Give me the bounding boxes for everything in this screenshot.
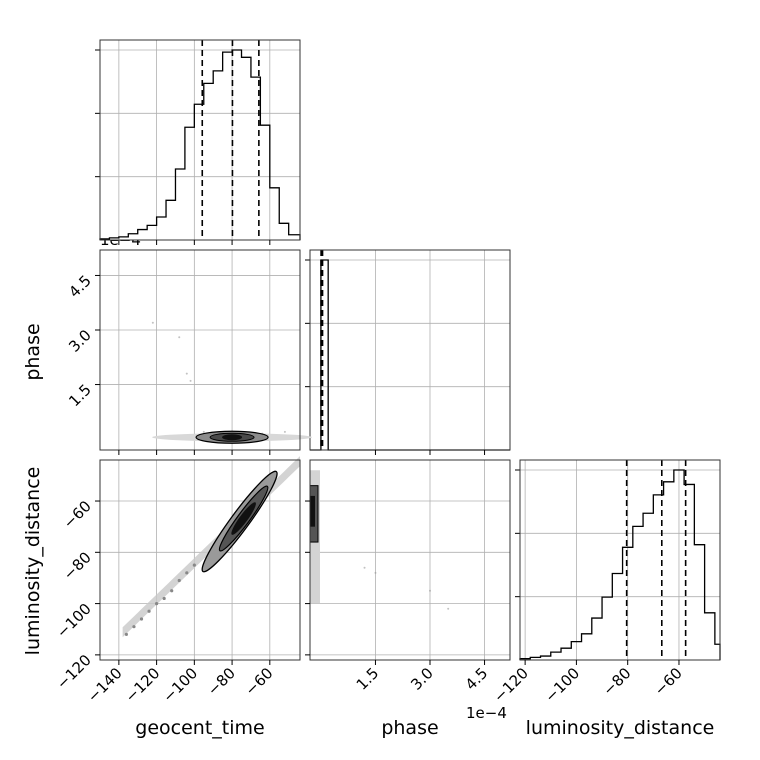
scatter-point-geocent-phase-0	[151, 321, 154, 324]
scatter-point-phase-lumdist-3	[447, 607, 450, 610]
ytick-label-geocent-phase-2: 4.5	[65, 272, 95, 302]
contour-inner-phase-lumdist	[310, 495, 315, 527]
scatter-point-geocent-lumdist-7	[177, 578, 181, 583]
panel-frame-phase-lumdist	[309, 459, 511, 661]
ytick-label-geocent-phase-0: 1.5	[65, 381, 95, 411]
panel-frame-hist-luminosity_distance	[519, 459, 721, 661]
scatter-point-geocent-phase-3	[189, 379, 192, 382]
scatter-point-geocent-lumdist-2	[139, 617, 144, 621]
xtick-label-hist-luminosity_distance-2: −80	[599, 664, 634, 699]
panel-bg-geocent-phase	[100, 250, 300, 450]
xtick-label-geocent-lumdist-0: −140	[84, 664, 126, 706]
scatter-point-phase-lumdist-0	[363, 566, 366, 569]
xtick-label-geocent-lumdist-3: −80	[204, 664, 239, 699]
xtick-label-hist-luminosity_distance-3: −60	[651, 664, 686, 699]
offset-text-phase-x: 1e−4	[466, 704, 507, 722]
xtick-label-geocent-lumdist-2: −100	[159, 664, 201, 706]
scatter-point-geocent-lumdist-8	[185, 571, 189, 575]
xtick-label-geocent-lumdist-4: −60	[242, 664, 277, 699]
scatter-point-geocent-lumdist-1	[132, 625, 136, 629]
scatter-point-geocent-phase-1	[178, 336, 181, 339]
ytick-label-geocent-phase-1: 3.0	[65, 326, 95, 356]
scatter-point-geocent-lumdist-0	[124, 632, 129, 636]
panel-bg-phase-lumdist	[310, 460, 510, 660]
contour-inner-geocent-phase	[222, 434, 243, 441]
xtick-label-phase-lumdist-0: 1.5	[353, 664, 383, 694]
ytick-label-geocent-lumdist-2: −80	[60, 548, 95, 583]
scatter-point-phase-lumdist-2	[429, 589, 431, 592]
xtick-label-phase-lumdist-1: 3.0	[407, 664, 437, 694]
contour-inner-geocent-lumdist	[231, 502, 256, 535]
xtick-label-phase-lumdist-2: 4.5	[462, 664, 492, 694]
panel-bg-hist-luminosity_distance	[520, 460, 720, 660]
scatter-point-geocent-lumdist-5	[162, 596, 166, 601]
scatter-point-geocent-lumdist-3	[147, 609, 151, 613]
scatter-point-phase-lumdist-1	[374, 571, 377, 574]
panel-frame-geocent-phase	[99, 249, 301, 451]
xlabel-luminosity-distance: luminosity_distance	[526, 717, 715, 739]
panel-frame-hist-geocent_time	[99, 39, 301, 241]
ylabel-phase: phase	[22, 323, 44, 380]
xtick-label-hist-luminosity_distance-1: −100	[541, 664, 583, 706]
scatter-point-geocent-phase-4	[202, 430, 205, 433]
xtick-label-hist-luminosity_distance-0: −120	[490, 664, 532, 706]
scatter-point-geocent-phase-2	[185, 372, 188, 375]
panel-bg-hist-geocent_time	[100, 40, 300, 240]
scatter-point-geocent-phase-7	[283, 430, 286, 433]
panel-frame-hist-phase	[309, 249, 511, 451]
scatter-point-geocent-lumdist-6	[170, 589, 174, 593]
ytick-label-geocent-lumdist-0: −120	[53, 651, 95, 693]
panel-frame-geocent-lumdist	[99, 459, 301, 661]
ytick-label-geocent-lumdist-1: −100	[53, 600, 95, 642]
histogram-luminosity_distance	[519, 469, 721, 660]
xlabel-geocent-time: geocent_time	[135, 717, 264, 739]
xtick-label-geocent-lumdist-1: −120	[122, 664, 164, 706]
scatter-point-geocent-lumdist-9	[192, 563, 196, 567]
histogram-geocent_time	[99, 49, 301, 240]
ytick-label-geocent-lumdist-3: −60	[60, 497, 95, 532]
ylabel-luminosity-distance: luminosity_distance	[22, 467, 44, 656]
xlabel-phase: phase	[381, 717, 438, 739]
panel-bg-hist-phase	[310, 250, 510, 450]
scatter-point-geocent-lumdist-4	[155, 601, 159, 606]
